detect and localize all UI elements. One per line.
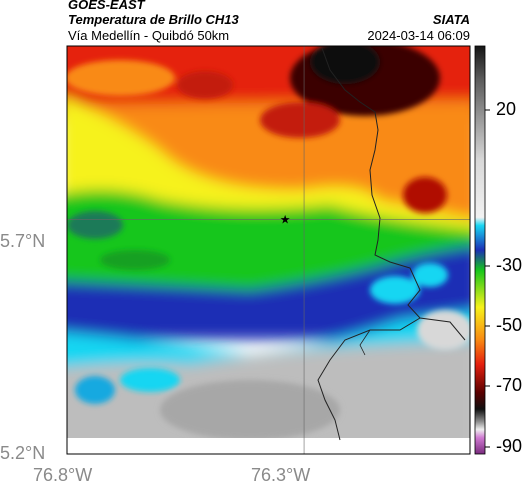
colorbar-tick: -90 bbox=[496, 436, 523, 456]
star-icon: ★ bbox=[280, 213, 291, 227]
colorbar-tick: -30 bbox=[496, 255, 523, 275]
route-subtitle: Vía Medellín - Quibdó 50km bbox=[68, 28, 230, 43]
colorbar-tick: 20 bbox=[496, 99, 517, 119]
x-tick-label: 76.8°W bbox=[33, 465, 93, 485]
agency-label: SIATA bbox=[432, 12, 470, 27]
colorbar-tick: -70 bbox=[496, 375, 523, 395]
y-tick-label: 5.2°N bbox=[0, 443, 46, 463]
temperature-field: ★ bbox=[67, 46, 470, 454]
y-tick-label: 5.7°N bbox=[0, 231, 46, 251]
map-frame bbox=[66, 45, 471, 455]
product-title: Temperatura de Brillo CH13 bbox=[68, 12, 239, 27]
colorbar bbox=[474, 45, 486, 455]
datetime-label: 2024-03-14 06:09 bbox=[367, 28, 470, 43]
x-tick-label: 76.3°W bbox=[251, 465, 311, 485]
boundary-line bbox=[321, 47, 466, 341]
colorbar-tick: -50 bbox=[496, 315, 523, 335]
boundary-line bbox=[359, 329, 371, 356]
satellite-title: GOES-EAST bbox=[68, 0, 145, 12]
boundary-line bbox=[317, 317, 421, 441]
